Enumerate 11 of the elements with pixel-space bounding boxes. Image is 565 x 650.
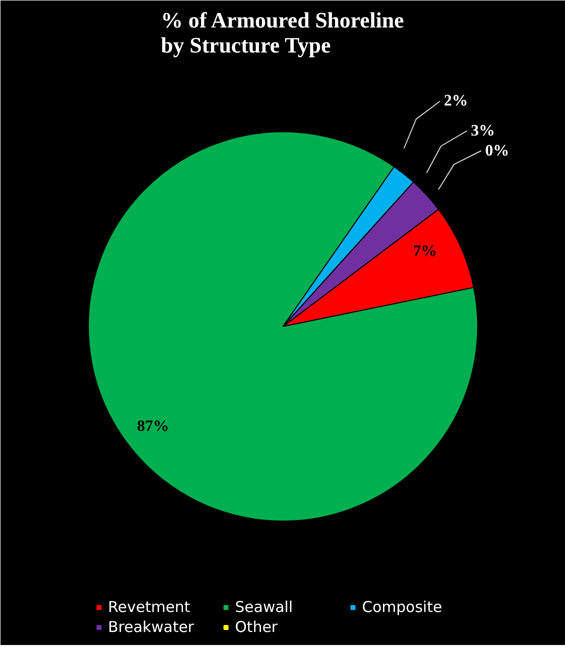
legend-label: Breakwater [108,618,195,636]
data-label: 7% [412,243,437,260]
legend-label: Other [235,618,279,636]
data-label: 2% [444,92,468,110]
text: 0% [485,142,510,160]
legend-label: Revetment [108,598,192,616]
legend-label: Seawall [235,598,294,616]
legend-label: Composite [362,598,444,616]
data-label: 3% [470,122,495,140]
data-label: 87% [136,418,169,436]
chart-title: % of Armoured Shoreline by Structure Type [160,8,404,58]
